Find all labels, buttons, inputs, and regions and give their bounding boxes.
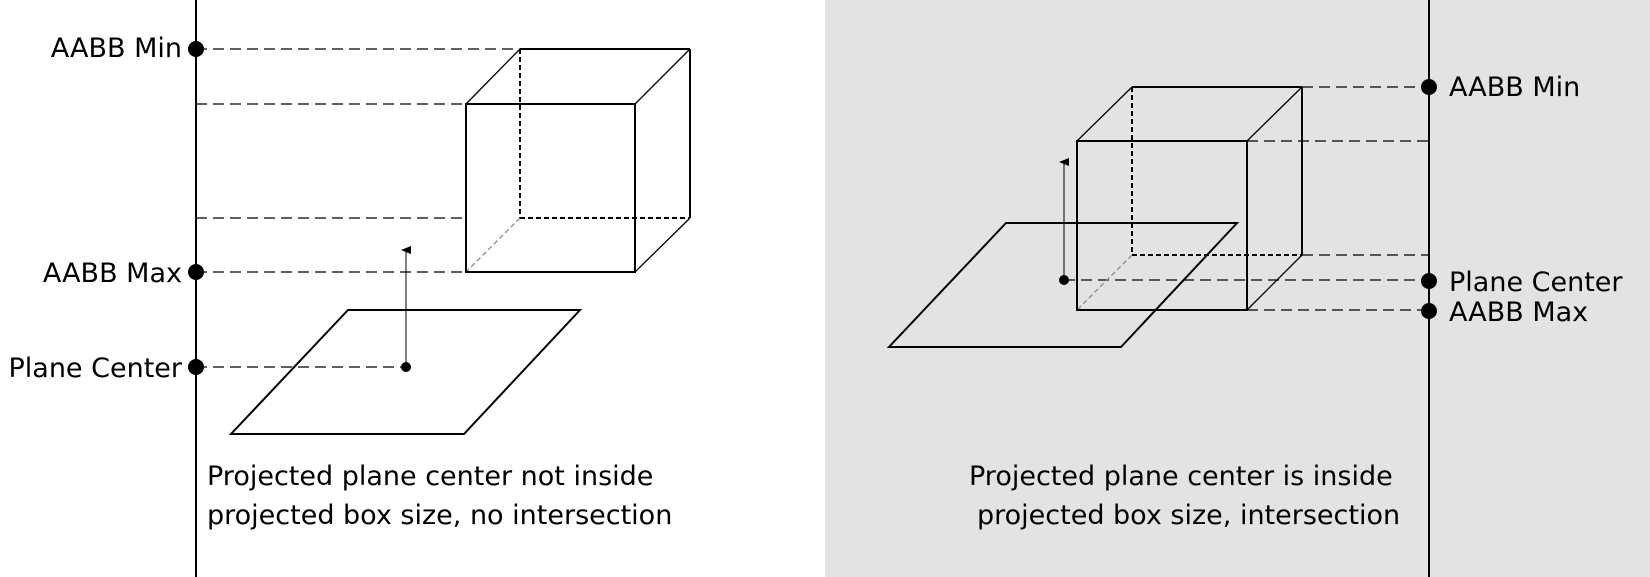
right-plane-center-label: Plane Center bbox=[1449, 267, 1623, 298]
left-panel-background bbox=[0, 0, 825, 577]
left-plane-center-dot bbox=[401, 362, 411, 372]
right-caption-line-1: Projected plane center is inside bbox=[969, 461, 1393, 492]
right-aabb-max-label: AABB Max bbox=[1449, 297, 1588, 328]
left-panel: AABB Min AABB Max Plane Center Projected… bbox=[0, 0, 825, 577]
left-aabb-min-label: AABB Min bbox=[51, 33, 182, 64]
left-plane bbox=[228, 309, 583, 435]
left-aabb-max-marker bbox=[188, 264, 204, 280]
left-plane-center-label: Plane Center bbox=[8, 353, 182, 384]
left-caption-line-1: Projected plane center not inside bbox=[207, 461, 653, 492]
right-panel-background bbox=[825, 0, 1650, 577]
left-aabb-box bbox=[465, 48, 691, 273]
right-projection-lines bbox=[1064, 86, 1429, 311]
right-aabb-box bbox=[1076, 86, 1303, 311]
left-aabb-min-marker bbox=[188, 41, 204, 57]
right-panel: AABB Min Plane Center AABB Max Projected… bbox=[825, 0, 1650, 577]
right-plane-center-marker bbox=[1421, 273, 1437, 289]
right-aabb-min-marker bbox=[1421, 79, 1437, 95]
right-aabb-max-marker bbox=[1421, 303, 1437, 319]
right-caption-line-2: projected box size, intersection bbox=[977, 500, 1400, 531]
left-projection-lines bbox=[196, 48, 520, 368]
right-aabb-min-label: AABB Min bbox=[1449, 72, 1580, 103]
left-caption-line-2: projected box size, no intersection bbox=[207, 500, 672, 531]
right-plane bbox=[886, 222, 1240, 348]
left-aabb-max-label: AABB Max bbox=[43, 258, 182, 289]
right-plane-center-dot bbox=[1059, 275, 1069, 285]
left-plane-center-marker bbox=[188, 359, 204, 375]
